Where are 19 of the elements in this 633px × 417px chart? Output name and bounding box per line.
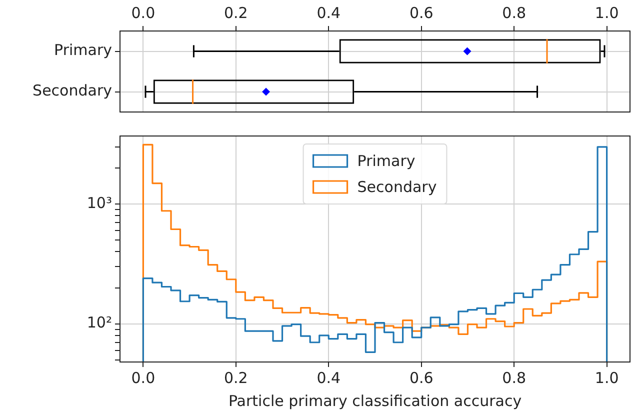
x-tick-label: 0.2 <box>224 368 248 387</box>
x-tick-label: 0.0 <box>131 368 156 387</box>
y-tick-label: Primary <box>54 41 112 60</box>
legend-label: Secondary <box>357 178 437 196</box>
x-tick-label: 0.4 <box>316 4 341 22</box>
x-tick-label: 0.2 <box>224 4 248 22</box>
y-tick-label: 10² <box>86 314 112 332</box>
x-tick-label: 0.8 <box>502 4 526 22</box>
x-tick-label: 0.6 <box>409 4 434 22</box>
x-tick-label: 1.0 <box>594 4 619 22</box>
x-tick-label: 0.0 <box>131 4 156 22</box>
x-tick-label: 1.0 <box>594 368 619 387</box>
x-tick-label: 0.6 <box>409 368 434 387</box>
x-tick-label: 0.8 <box>502 368 526 387</box>
y-tick-label: Secondary <box>32 82 112 100</box>
x-axis-title: Particle primary classification accuracy <box>228 392 522 410</box>
y-tick-label: 10³ <box>86 194 112 212</box>
legend-label: Primary <box>357 152 416 170</box>
x-tick-label: 0.4 <box>316 368 341 387</box>
